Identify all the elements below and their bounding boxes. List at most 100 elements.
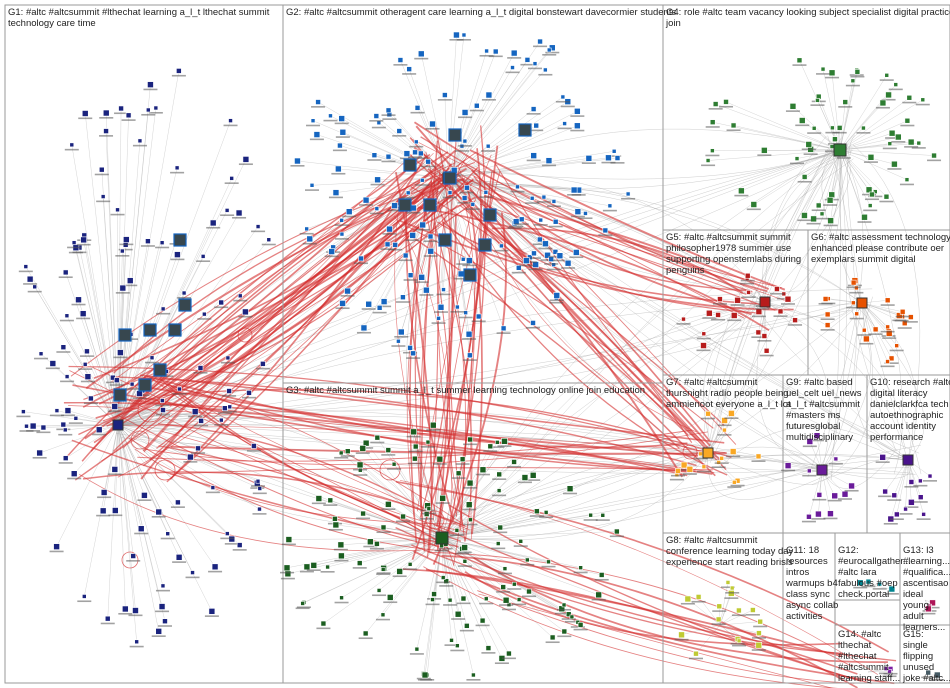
node [475,313,482,320]
edge [839,142,919,151]
group-box-g15 [899,624,950,684]
self-loop [425,510,445,530]
node-label-stub [519,264,534,267]
node-label-stub [573,628,588,631]
node-label-stub [49,414,64,417]
node-label-stub [115,255,130,257]
node-label-stub [456,602,471,605]
edge [764,150,851,303]
node-label-stub [526,326,541,329]
node-label-stub [882,337,897,339]
hub-avatar [759,296,771,308]
node-label-stub [403,568,418,570]
edge-red [68,405,715,473]
node-label-stub [358,637,373,640]
node [777,308,784,315]
node [147,81,154,88]
edge-red [455,207,476,516]
node [887,141,893,146]
node [534,508,540,515]
node [457,270,465,278]
node-label-stub [816,73,831,75]
edge [426,537,443,676]
node-label-stub [370,183,385,186]
node-label-stub [542,53,557,56]
node-label-stub [509,225,524,228]
edge [715,103,841,151]
node-label-stub [449,39,464,41]
edge [400,59,449,179]
node [526,588,532,595]
node [899,308,906,315]
node-label-stub [510,190,525,193]
node-label-stub [803,153,818,155]
node-label-stub [395,301,410,303]
edge [441,461,515,539]
edge-red [170,445,727,455]
node [836,125,843,131]
edge [687,598,721,626]
node [516,597,522,602]
edge [709,301,766,463]
node [562,121,567,126]
node [588,512,593,518]
node-label-stub [757,340,772,342]
edge [451,171,766,303]
node-label-stub [887,499,902,501]
node-label-stub [323,119,338,122]
node [801,212,808,219]
node-label-stub [394,335,409,338]
node-label-stub [60,380,75,383]
edge [365,537,443,634]
node-label-stub [549,299,564,302]
node [883,666,889,671]
node-label-stub [740,279,755,282]
node [165,531,171,537]
node-label-stub [526,113,541,115]
node-label-stub [790,162,805,165]
node [461,32,467,38]
group-label-line: supporting openstemlabs during [666,254,801,265]
node [187,453,194,461]
node-label-stub [352,567,367,569]
node [356,560,363,566]
node-label-stub [76,243,91,246]
node [495,440,500,445]
edge-red [70,162,476,377]
node [506,650,512,657]
node [328,248,335,255]
hub-avatar [816,464,828,476]
node [251,443,257,449]
node-label-stub [875,106,890,109]
node-label-stub [824,150,839,153]
node-label-stub [406,357,421,359]
node-label-stub [724,417,739,420]
node [439,494,446,502]
edge [393,464,443,539]
node-label-stub [443,196,458,199]
node [723,99,729,105]
node [461,109,469,116]
node-label-stub [507,57,522,59]
edge-red [473,176,750,292]
node-label-stub [884,362,899,364]
edge [447,152,836,190]
node [362,630,369,637]
node-label-stub [450,649,465,652]
self-loop [237,327,253,343]
node-label-stub [60,414,75,417]
node [145,238,151,244]
edge-red [419,167,441,547]
node-label-stub [388,248,403,251]
node-label-stub [18,270,33,273]
node-label-stub [96,200,111,203]
node-label-stub [431,322,446,324]
node-label-stub [387,209,402,212]
edge [117,424,193,573]
node [149,355,155,361]
node-label-stub [546,205,561,208]
node [356,461,364,469]
node-label-stub [220,214,235,217]
avatar-node [153,363,167,377]
node [680,461,688,469]
